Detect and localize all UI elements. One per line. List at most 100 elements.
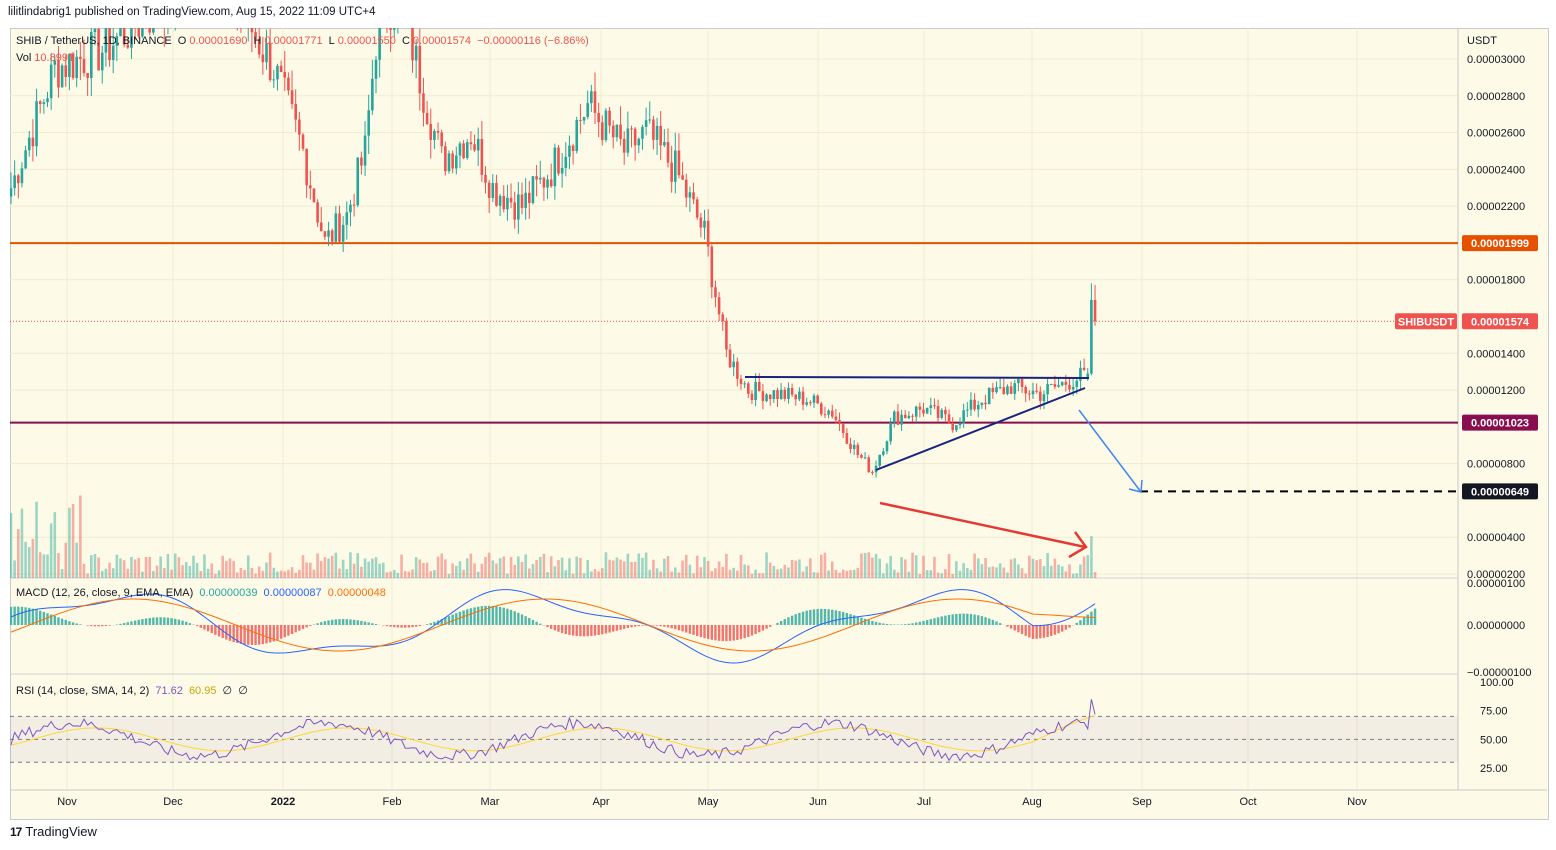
volume-bar — [458, 561, 462, 578]
candle-body — [601, 122, 604, 141]
candle-body — [119, 28, 122, 37]
candle-body — [90, 32, 93, 78]
candle-body — [940, 409, 944, 418]
candle-body — [1068, 384, 1071, 390]
volume-bar — [728, 569, 732, 578]
volume-bar — [812, 572, 816, 578]
volume-bar — [626, 553, 630, 578]
volume-bar — [349, 552, 352, 578]
macd-hist-bar — [480, 606, 484, 625]
volume-bar — [298, 569, 301, 578]
macd-hist-bar — [513, 611, 516, 625]
candle-body — [392, 28, 396, 30]
macd-hist-bar — [929, 619, 932, 625]
candle-body — [787, 387, 790, 399]
candle-body — [980, 402, 984, 406]
candle-body — [652, 119, 655, 140]
macd-hist-bar — [203, 625, 206, 630]
candle-body — [484, 174, 487, 183]
candle-body — [122, 28, 126, 45]
candle-body — [1009, 386, 1013, 394]
volume-bar — [597, 571, 600, 578]
macd-hist-bar — [320, 622, 323, 625]
macd-hist-bar — [214, 625, 217, 635]
time-tick: Nov — [57, 796, 77, 808]
macd-hist-bar — [871, 620, 874, 625]
macd-hist-bar — [955, 613, 958, 625]
macd-legend[interactable]: MACD (12, 26, close, 9, EMA, EMA) 0.0000… — [16, 587, 389, 599]
volume-bar — [699, 567, 703, 578]
macd-hist-bar — [272, 625, 275, 642]
volume-bar — [695, 555, 699, 578]
chart-frame[interactable] — [10, 28, 1549, 820]
volume-bar — [225, 560, 228, 578]
candle-body — [60, 65, 64, 88]
volume-bar — [327, 558, 330, 578]
volume-bar — [203, 554, 206, 578]
candle-body — [469, 142, 473, 145]
candle-body — [1013, 383, 1017, 394]
high-value: 0.00001771 — [264, 35, 323, 47]
candle-body — [100, 52, 104, 71]
candle-body — [816, 395, 819, 404]
candle-body — [911, 415, 914, 417]
macd-hist-bar — [133, 620, 137, 625]
volume-bar — [896, 572, 900, 578]
volume-bar — [830, 561, 834, 578]
candle-body — [966, 409, 969, 411]
macd-hist-bar — [243, 625, 246, 645]
volume-bar — [528, 568, 531, 578]
volume-bar — [495, 563, 498, 578]
candle-body — [487, 182, 491, 198]
volume-bar — [925, 570, 929, 578]
macd-hist-bar — [316, 623, 319, 625]
volume-bar — [969, 569, 973, 578]
macd-hist-bar — [247, 625, 250, 645]
volume-bar — [732, 567, 735, 578]
candle-body — [765, 394, 768, 402]
candle-body — [141, 28, 144, 37]
volume-bar — [874, 553, 878, 578]
rsi-legend[interactable]: RSI (14, close, SMA, 14, 2) 71.62 60.95 … — [16, 684, 251, 697]
macd-hist-bar — [155, 617, 159, 625]
candle-body — [925, 407, 929, 414]
macd-hist-bar — [309, 625, 312, 626]
macd-hist-bar — [126, 622, 129, 625]
volume-bar — [130, 556, 133, 578]
candle-body — [163, 14, 166, 26]
volume-bar — [392, 569, 396, 578]
candle-body — [535, 176, 538, 180]
candle-body — [506, 197, 509, 210]
candle-body — [772, 390, 776, 400]
candle-body — [725, 321, 728, 350]
triangle-support-line — [875, 387, 1086, 471]
volume-bar — [929, 570, 933, 578]
candle-body — [538, 177, 542, 180]
volume-legend[interactable]: Vol 10.899T — [16, 52, 78, 64]
volume-bar — [345, 569, 349, 578]
macd-hist-bar — [531, 619, 535, 625]
candle-body — [655, 125, 659, 140]
time-tick: Apr — [592, 796, 609, 808]
candle-body — [126, 44, 130, 48]
volume-bar — [367, 561, 370, 578]
candle-body — [783, 389, 787, 399]
rsi-extra-a: ∅ — [222, 685, 233, 697]
volume-bar — [480, 563, 484, 578]
candle-body — [564, 156, 568, 168]
macd-hist-bar — [805, 610, 808, 625]
symbol-legend[interactable]: SHIB / TetherUS, 1D, BINANCE O 0.00001690… — [16, 35, 592, 47]
candle-body — [1020, 378, 1024, 387]
candle-body — [378, 28, 381, 60]
macd-hist-bar — [984, 617, 987, 625]
volume-bar — [363, 558, 367, 578]
volume-bar — [535, 559, 538, 578]
candle-body — [878, 454, 881, 466]
candle-body — [871, 471, 874, 473]
volume-bar — [411, 569, 414, 578]
macd-hist-bar — [93, 625, 97, 627]
volume-bar — [389, 571, 392, 578]
tradingview-footer[interactable]: 17 TradingView — [10, 824, 97, 839]
volume-bar — [944, 569, 947, 578]
